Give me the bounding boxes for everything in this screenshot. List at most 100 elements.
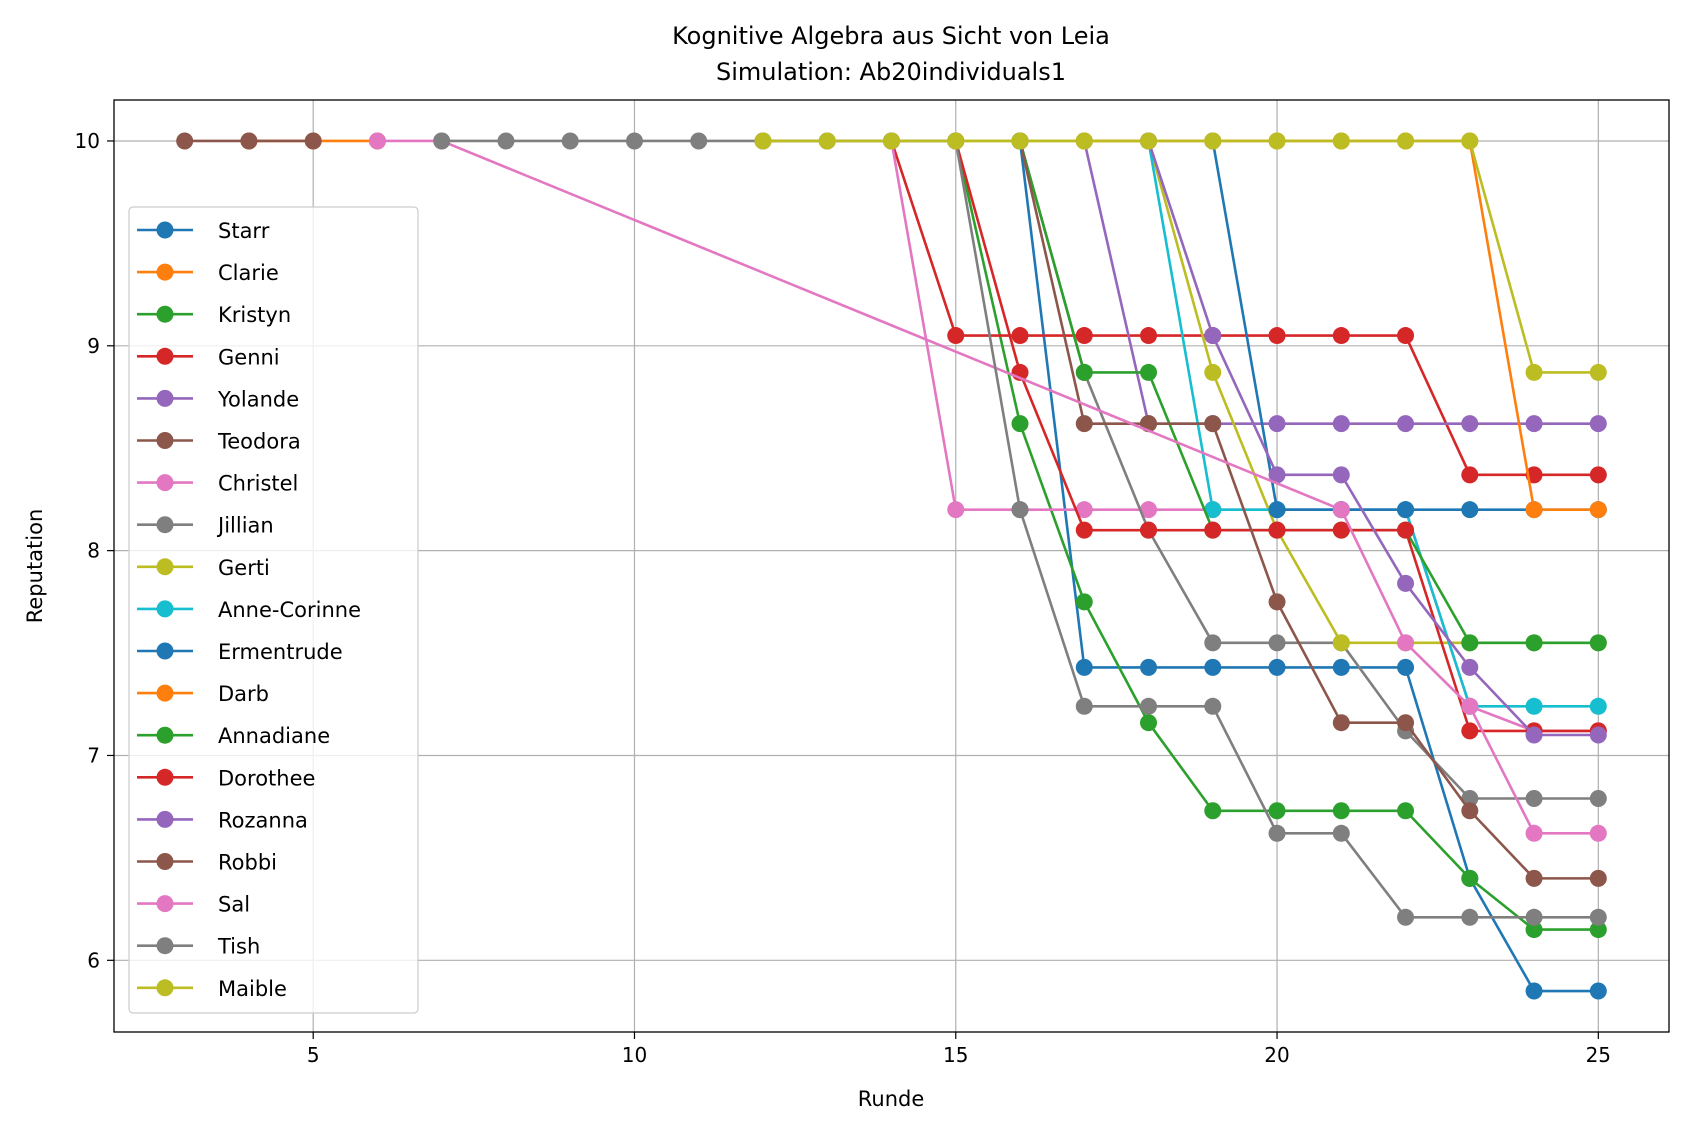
data-point <box>1268 466 1286 484</box>
data-point <box>1397 415 1415 433</box>
legend-box <box>128 206 419 1014</box>
legend-marker <box>156 263 174 281</box>
y-tick-label: 10 <box>75 129 100 153</box>
data-point <box>1332 824 1350 842</box>
legend-marker <box>156 684 174 702</box>
series-starr <box>1011 132 1607 1000</box>
data-point <box>1140 132 1158 150</box>
data-point <box>1075 593 1093 611</box>
data-point <box>497 132 515 150</box>
data-point <box>625 132 643 150</box>
data-point <box>1589 363 1607 381</box>
legend-item: Darb <box>137 682 269 706</box>
data-point <box>1525 869 1543 887</box>
legend-marker <box>156 432 174 449</box>
data-point <box>1525 697 1543 715</box>
legend-label: Jillian <box>216 514 274 538</box>
x-tick-label: 15 <box>943 1043 968 1067</box>
data-point <box>1332 132 1350 150</box>
data-point <box>1589 921 1607 939</box>
legend-label: Teodora <box>217 430 301 454</box>
legend-item: Starr <box>137 219 270 243</box>
legend-marker <box>156 474 174 492</box>
legend-item: Gerti <box>137 556 270 580</box>
data-point <box>1397 908 1415 926</box>
data-point <box>1397 634 1415 652</box>
data-point <box>1525 415 1543 433</box>
data-point <box>1204 501 1222 519</box>
legend-label: Yolande <box>217 387 299 411</box>
legend-label: Sal <box>218 893 250 917</box>
x-tick-label: 20 <box>1264 1043 1289 1067</box>
legend-marker <box>156 895 174 913</box>
data-point <box>1461 722 1479 740</box>
y-tick-label: 7 <box>87 743 100 767</box>
data-point <box>1525 634 1543 652</box>
data-point <box>1397 714 1415 732</box>
data-point <box>1525 501 1543 519</box>
data-point <box>1589 982 1607 1000</box>
y-tick-label: 6 <box>87 948 100 972</box>
data-point <box>1204 697 1222 715</box>
data-point <box>1204 132 1222 150</box>
legend-item: Yolande <box>137 387 299 411</box>
data-point <box>1461 501 1479 519</box>
legend-marker <box>156 221 174 239</box>
legend-marker <box>156 347 174 365</box>
data-point <box>1140 363 1158 381</box>
data-point <box>1268 634 1286 652</box>
y-tick-label: 8 <box>87 539 100 563</box>
legend-marker <box>156 768 174 786</box>
legend-label: Christel <box>218 472 298 496</box>
data-point <box>1461 789 1479 807</box>
legend-item: Robbi <box>137 851 277 875</box>
legend-item: Teodora <box>137 430 301 454</box>
data-point <box>1075 521 1093 539</box>
data-point <box>1589 697 1607 715</box>
data-point <box>1268 802 1286 820</box>
x-axis-label: Runde <box>858 1087 925 1111</box>
data-point <box>1268 501 1286 519</box>
data-point <box>1397 802 1415 820</box>
legend-label: Rozanna <box>218 808 308 832</box>
x-tick-label: 10 <box>622 1043 647 1067</box>
data-point <box>1075 658 1093 676</box>
data-point <box>1525 726 1543 744</box>
data-point <box>1268 415 1286 433</box>
data-point <box>1461 908 1479 926</box>
data-point <box>1332 714 1350 732</box>
data-point <box>1268 132 1286 150</box>
data-point <box>1461 634 1479 652</box>
legend-item: Annadiane <box>137 724 330 748</box>
chart-title: Kognitive Algebra aus Sicht von Leia <box>672 22 1110 50</box>
data-point <box>818 132 836 150</box>
legend-marker <box>156 979 174 997</box>
legend-item: Ermentrude <box>137 640 343 664</box>
data-point <box>1332 415 1350 433</box>
data-point <box>1011 132 1029 150</box>
legend-item: Dorothee <box>137 766 315 790</box>
data-point <box>947 132 965 150</box>
data-point <box>883 132 900 150</box>
legend: Starr Clarie Kristyn Genni Yolande Teodora Chr… <box>128 206 419 1014</box>
data-point <box>1397 574 1415 592</box>
plot-area-frame <box>113 99 1670 1033</box>
data-point <box>947 327 965 345</box>
series-maible <box>754 132 1607 381</box>
data-point <box>1589 869 1607 887</box>
data-point <box>1011 327 1029 345</box>
legend-label: Gerti <box>218 556 270 580</box>
data-point <box>1204 634 1222 652</box>
legend-item: Christel <box>137 472 298 496</box>
legend-item: Rozanna <box>137 808 308 832</box>
data-point <box>1075 697 1093 715</box>
series-line <box>1147 140 1599 737</box>
series-line <box>1018 140 1599 993</box>
data-point <box>754 132 772 150</box>
legend-label: Anne-Corinne <box>218 598 361 622</box>
legend-item: Clarie <box>137 261 279 285</box>
data-point <box>1140 714 1158 732</box>
data-point <box>1525 982 1543 1000</box>
data-point <box>1525 921 1543 939</box>
